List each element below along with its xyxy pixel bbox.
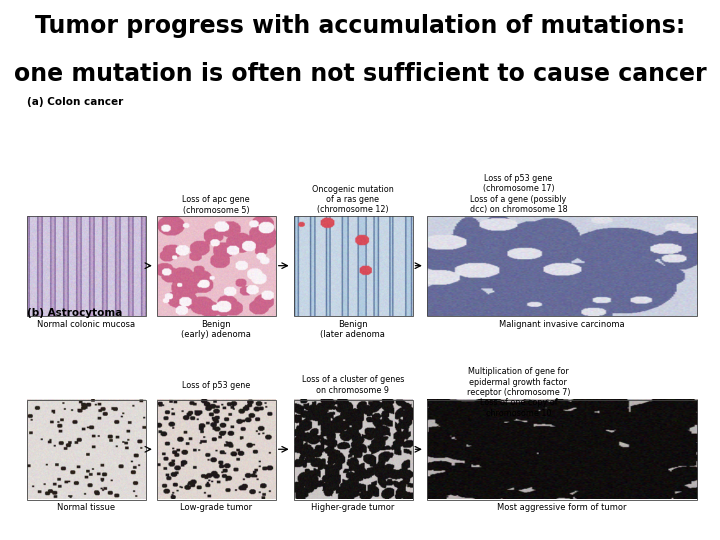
Text: Oncogenic mutation
of a ras gene
(chromosome 12): Oncogenic mutation of a ras gene (chromo… bbox=[312, 185, 394, 214]
Bar bbox=[157, 216, 276, 316]
Text: (a) Colon cancer: (a) Colon cancer bbox=[27, 97, 124, 107]
Bar bbox=[294, 216, 413, 316]
Text: Normal tissue: Normal tissue bbox=[58, 503, 115, 512]
Text: Loss of p53 gene
(chromosome 17)
Loss of a gene (possibly
dcc) on chromosome 18: Loss of p53 gene (chromosome 17) Loss of… bbox=[469, 174, 567, 214]
Text: Benign
(early) adenoma: Benign (early) adenoma bbox=[181, 320, 251, 339]
Bar bbox=[27, 216, 146, 316]
Bar bbox=[27, 400, 146, 500]
Text: one mutation is often not sufficient to cause cancer: one mutation is often not sufficient to … bbox=[14, 62, 706, 86]
Text: Loss of p53 gene: Loss of p53 gene bbox=[182, 381, 250, 390]
Bar bbox=[427, 400, 697, 500]
Bar bbox=[294, 400, 413, 500]
Bar bbox=[427, 216, 697, 316]
Text: Malignant invasive carcinoma: Malignant invasive carcinoma bbox=[499, 320, 624, 329]
Text: Higher-grade tumor: Higher-grade tumor bbox=[311, 503, 395, 512]
Text: (b) Astrocytoma: (b) Astrocytoma bbox=[27, 308, 122, 318]
Text: Benign
(later adenoma: Benign (later adenoma bbox=[320, 320, 385, 339]
Text: Loss of apc gene
(chromosome 5): Loss of apc gene (chromosome 5) bbox=[182, 195, 250, 215]
Text: Low-grade tumor: Low-grade tumor bbox=[180, 503, 252, 512]
Text: Most aggressive form of tumor: Most aggressive form of tumor bbox=[497, 503, 626, 512]
Text: Multiplication of gene for
epidermal growth factor
receptor (chromosome 7)
Loss : Multiplication of gene for epidermal gro… bbox=[467, 367, 570, 418]
Text: Normal colonic mucosa: Normal colonic mucosa bbox=[37, 320, 135, 329]
Text: Tumor progress with accumulation of mutations:: Tumor progress with accumulation of muta… bbox=[35, 14, 685, 37]
Bar bbox=[157, 400, 276, 500]
Text: Loss of a cluster of genes
on chromosome 9: Loss of a cluster of genes on chromosome… bbox=[302, 375, 404, 395]
